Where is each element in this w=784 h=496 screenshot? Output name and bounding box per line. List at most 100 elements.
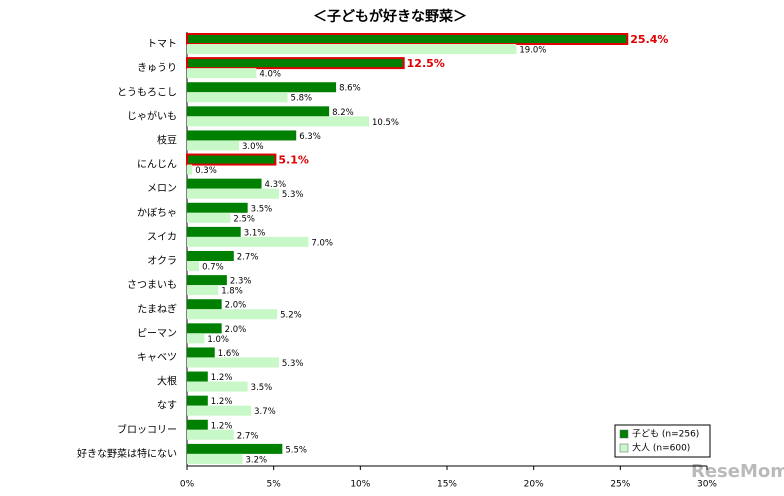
legend-swatch [619,443,629,453]
value-label: 5.3% [282,190,304,200]
value-label: 2.7% [237,431,259,441]
bar [187,202,248,213]
value-label: 3.0% [242,142,264,152]
value-label: 6.3% [299,132,321,142]
y-tick-label: スイカ [147,231,177,243]
value-label: 1.2% [211,421,233,431]
x-tick-label: 25% [610,480,630,490]
value-label: 3.5% [251,383,273,393]
value-label: 1.2% [211,373,233,383]
bar [187,395,208,406]
value-label: 1.8% [221,287,243,297]
y-tick-label: さつまいも [127,279,177,291]
value-label: 8.2% [332,108,354,118]
value-label: 19.0% [519,46,546,56]
bar [187,443,283,454]
bar [187,140,239,151]
value-label: 5.1% [278,154,309,167]
value-label: 2.7% [237,253,259,263]
bar [187,309,278,320]
y-tick-label: キャベツ [137,352,177,364]
value-label: 4.3% [265,180,287,190]
bar [187,92,288,103]
value-label: 5.8% [291,94,313,104]
bar [187,419,208,430]
y-tick-label: じゃがいも [127,109,177,122]
value-label: 12.5% [407,57,445,70]
bar [187,82,337,93]
legend-label: 子ども (n=256) [632,429,699,440]
value-label: 7.0% [311,238,333,248]
bar [187,130,297,141]
bar [186,57,405,70]
legend-box [614,424,711,458]
y-tick-label: トマト [147,39,177,50]
bar [187,236,309,247]
value-label: 8.6% [339,84,361,94]
bar [187,453,243,464]
value-label: 4.0% [259,70,281,80]
x-tick-label: 0% [180,480,195,490]
y-tick-label: ピーマン [137,327,177,339]
bar [187,106,330,117]
bar [187,275,227,286]
bar [187,164,193,175]
bar [187,251,234,261]
x-tick-label: 15% [437,480,457,490]
chart-title: ＜子どもが好きな野菜＞ [313,8,467,25]
bar [187,285,219,296]
y-tick-label: 枝豆 [157,134,177,147]
y-tick-label: オクラ [147,255,177,267]
y-tick-label: とうもろこし [117,86,177,98]
bar [187,116,369,127]
bar [187,68,257,79]
legend-label: 大人 (n=600) [632,442,690,454]
bar [187,323,222,334]
value-label: 3.2% [245,455,267,465]
watermark: ReseMom [691,461,784,482]
value-label: 3.1% [244,228,266,238]
x-tick-label: 10% [350,480,370,490]
bar [186,153,277,166]
value-label: 1.0% [207,335,229,345]
bar [187,299,222,310]
value-label: 3.7% [254,407,276,417]
bar [187,188,279,199]
bar [187,405,252,416]
bar [187,333,205,344]
y-tick-label: 大根 [157,375,177,388]
x-tick-label: 30% [697,480,717,490]
value-label: 1.2% [211,397,233,407]
y-tick-label: たまねぎ [137,302,177,315]
value-label: 2.0% [225,325,247,335]
value-label: 2.0% [225,301,247,311]
bar [187,371,208,382]
bar [187,212,231,223]
y-tick-label: ブロッコリー [117,423,177,436]
bar [186,33,629,45]
x-tick-label: 20% [524,480,544,490]
bar [187,226,241,237]
value-label: 5.5% [285,445,307,455]
value-label: 5.2% [280,311,302,321]
y-tick-label: メロン [147,184,177,195]
value-label: 2.5% [233,214,255,224]
value-label: 0.7% [202,263,224,273]
value-label: 25.4% [630,33,668,46]
value-label: 10.5% [372,118,399,128]
value-label: 1.6% [218,349,240,359]
bar [187,347,215,358]
value-label: 0.3% [195,166,217,176]
legend-swatch [619,429,629,439]
y-tick-label: 好きな野菜は特にない [77,448,177,460]
bar [187,357,279,368]
y-tick-label: きゅうり [137,62,177,74]
bar [187,178,262,189]
bar [187,381,248,392]
value-label: 5.3% [282,359,304,369]
y-tick-label: かぼちゃ [137,207,177,219]
bar [187,261,200,271]
value-label: 2.3% [230,277,252,287]
